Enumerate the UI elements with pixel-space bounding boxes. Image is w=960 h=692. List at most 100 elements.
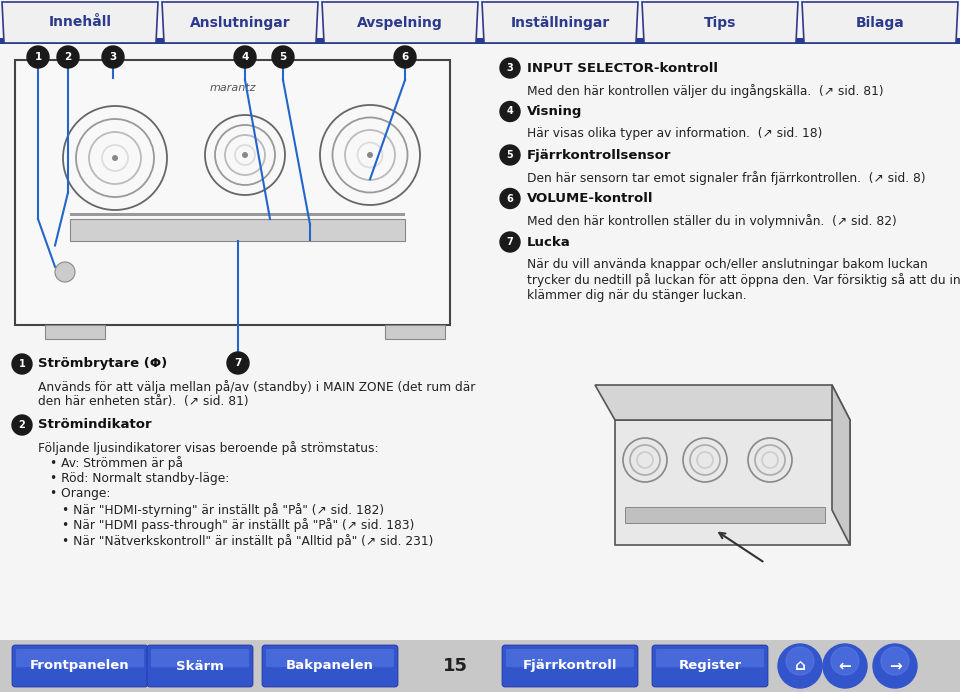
Text: Inställningar: Inställningar (511, 15, 610, 30)
Bar (15, 60, 450, 325)
Text: Här visas olika typer av information.  (↗ sid. 18): Här visas olika typer av information. (↗… (527, 127, 823, 140)
FancyBboxPatch shape (12, 645, 148, 687)
Circle shape (786, 647, 814, 675)
Circle shape (12, 415, 32, 435)
Text: Lucka: Lucka (527, 235, 571, 248)
Text: Strömindikator: Strömindikator (38, 419, 152, 432)
Text: VOLUME-kontroll: VOLUME-kontroll (527, 192, 654, 205)
Text: 1: 1 (18, 359, 25, 369)
Polygon shape (642, 2, 798, 43)
Polygon shape (322, 2, 478, 43)
FancyBboxPatch shape (652, 645, 768, 687)
Text: 4: 4 (241, 52, 249, 62)
Circle shape (227, 352, 249, 374)
Circle shape (102, 46, 124, 68)
Text: Bilaga: Bilaga (855, 15, 904, 30)
Text: • När "Nätverkskontroll" är inställt på "Alltid på" (↗ sid. 231): • När "Nätverkskontroll" är inställt på … (62, 534, 433, 548)
Circle shape (873, 644, 917, 688)
Text: Visning: Visning (527, 105, 583, 118)
Text: →: → (889, 659, 901, 673)
Text: • Orange:: • Orange: (50, 487, 110, 500)
Circle shape (112, 155, 118, 161)
Text: ⌂: ⌂ (795, 659, 805, 673)
Text: • När "HDMI-styrning" är inställt på "På" (↗ sid. 182): • När "HDMI-styrning" är inställt på "På… (62, 503, 384, 517)
Circle shape (500, 102, 520, 122)
Circle shape (12, 354, 32, 374)
Text: Anslutningar: Anslutningar (190, 15, 290, 30)
Circle shape (55, 262, 75, 282)
Text: Register: Register (679, 659, 741, 673)
Text: 1: 1 (35, 52, 41, 62)
Polygon shape (2, 2, 158, 43)
Circle shape (394, 46, 416, 68)
Circle shape (500, 188, 520, 208)
Text: den här enheten står).  (↗ sid. 81): den här enheten står). (↗ sid. 81) (38, 396, 249, 408)
Text: Den här sensorn tar emot signaler från fjärrkontrollen.  (↗ sid. 8): Den här sensorn tar emot signaler från f… (527, 171, 925, 185)
Polygon shape (162, 2, 318, 43)
Text: marantz: marantz (209, 83, 255, 93)
Text: • Av: Strömmen är på: • Av: Strömmen är på (50, 457, 183, 471)
Polygon shape (832, 385, 850, 545)
Text: Avspelning: Avspelning (357, 15, 443, 30)
Bar (0, 640, 960, 692)
Text: 7: 7 (507, 237, 514, 247)
Text: Bakpanelen: Bakpanelen (286, 659, 374, 673)
Text: Används för att välja mellan på/av (standby) i MAIN ZONE (det rum där: Används för att välja mellan på/av (stan… (38, 380, 475, 394)
Text: 5: 5 (507, 150, 514, 160)
Text: Med den här kontrollen väljer du ingångskälla.  (↗ sid. 81): Med den här kontrollen väljer du ingångs… (527, 84, 883, 98)
Bar (385, 325, 445, 339)
Text: • Röd: Normalt standby-läge:: • Röd: Normalt standby-läge: (50, 472, 229, 485)
Text: 6: 6 (507, 194, 514, 203)
Circle shape (500, 145, 520, 165)
Polygon shape (802, 2, 958, 43)
Circle shape (367, 152, 373, 158)
Text: 15: 15 (443, 657, 468, 675)
Circle shape (881, 647, 909, 675)
Text: 2: 2 (64, 52, 72, 62)
Text: Med den här kontrollen ställer du in volymnivån.  (↗ sid. 82): Med den här kontrollen ställer du in vol… (527, 215, 897, 228)
FancyBboxPatch shape (502, 645, 638, 687)
Circle shape (272, 46, 294, 68)
Polygon shape (615, 420, 850, 545)
FancyBboxPatch shape (151, 649, 249, 667)
Circle shape (234, 46, 256, 68)
Circle shape (500, 58, 520, 78)
Circle shape (500, 232, 520, 252)
FancyBboxPatch shape (147, 645, 253, 687)
Polygon shape (482, 2, 638, 43)
Bar (625, 507, 825, 523)
Text: Frontpanelen: Frontpanelen (30, 659, 130, 673)
Text: 5: 5 (279, 52, 287, 62)
Text: 3: 3 (109, 52, 116, 62)
Text: Innehåll: Innehåll (49, 15, 111, 30)
Text: 6: 6 (401, 52, 409, 62)
Circle shape (57, 46, 79, 68)
Text: INPUT SELECTOR-kontroll: INPUT SELECTOR-kontroll (527, 62, 718, 75)
FancyBboxPatch shape (262, 645, 398, 687)
Bar (70, 219, 405, 241)
Text: Skärm: Skärm (176, 659, 224, 673)
Polygon shape (595, 385, 850, 420)
Text: klämmer dig när du stänger luckan.: klämmer dig när du stänger luckan. (527, 289, 747, 302)
Circle shape (831, 647, 859, 675)
Text: Fjärrkontrollsensor: Fjärrkontrollsensor (527, 149, 671, 161)
Bar (0, 38, 960, 44)
Circle shape (823, 644, 867, 688)
Circle shape (778, 644, 822, 688)
FancyBboxPatch shape (656, 649, 764, 667)
Text: ←: ← (839, 659, 852, 673)
Circle shape (27, 46, 49, 68)
Bar (70, 213, 405, 216)
Text: 2: 2 (18, 420, 25, 430)
Text: 3: 3 (507, 63, 514, 73)
Text: Fjärrkontroll: Fjärrkontroll (523, 659, 617, 673)
Text: När du vill använda knappar och/eller anslutningar bakom luckan: När du vill använda knappar och/eller an… (527, 258, 927, 271)
Text: Strömbrytare (Φ): Strömbrytare (Φ) (38, 358, 167, 370)
FancyBboxPatch shape (16, 649, 144, 667)
Bar (45, 325, 105, 339)
Text: • När "HDMI pass-through" är inställt på "På" (↗ sid. 183): • När "HDMI pass-through" är inställt på… (62, 518, 415, 532)
FancyBboxPatch shape (266, 649, 394, 667)
Text: trycker du nedtill på luckan för att öppna den. Var försiktig så att du inte: trycker du nedtill på luckan för att öpp… (527, 273, 960, 287)
Text: 7: 7 (234, 358, 242, 368)
Circle shape (242, 152, 248, 158)
